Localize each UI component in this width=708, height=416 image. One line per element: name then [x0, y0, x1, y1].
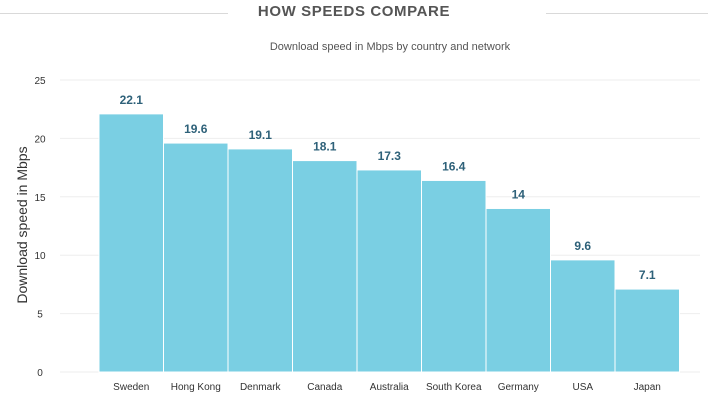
bar-value-label: 7.1: [639, 268, 656, 282]
bar-value-label: 17.3: [378, 149, 402, 163]
bar-hong-kong: [163, 142, 229, 373]
x-tick-label: Sweden: [113, 382, 149, 393]
chart-subtitle: Download speed in Mbps by country and ne…: [269, 41, 511, 53]
y-tick-label: 5: [37, 310, 43, 321]
bar-value-label: 16.4: [442, 159, 466, 173]
bar-japan: [614, 288, 680, 373]
y-tick-label: 10: [34, 251, 46, 262]
bar-value-label: 14: [512, 187, 526, 201]
bar-value-label: 22.1: [120, 93, 144, 107]
chart-title: HOW SPEEDS COMPARE: [257, 3, 451, 20]
bar-value-label: 19.6: [184, 122, 208, 136]
bar-usa: [550, 259, 616, 373]
bar-value-label: 18.1: [313, 140, 337, 154]
bar-germany: [485, 207, 551, 373]
bar-sweden: [98, 113, 164, 373]
x-tick-label: USA: [572, 382, 593, 393]
y-tick-label: 25: [34, 76, 46, 87]
bar-denmark: [227, 148, 293, 373]
x-tick-label: Canada: [307, 382, 342, 393]
title-rule-right: [546, 13, 708, 14]
x-tick-label: Japan: [634, 382, 661, 393]
x-tick-label: South Korea: [426, 382, 482, 393]
y-tick-label: 20: [34, 134, 46, 145]
x-tick-label: Hong Kong: [171, 382, 221, 393]
y-tick-label: 15: [34, 193, 46, 204]
x-tick-label: Germany: [498, 382, 539, 393]
x-tick-label: Australia: [370, 382, 409, 393]
x-tick-label: Denmark: [240, 382, 282, 393]
title-rule-left: [0, 13, 228, 14]
bar-australia: [356, 169, 422, 373]
bar-value-label: 9.6: [574, 239, 591, 253]
bar-south-korea: [421, 179, 487, 373]
bar-canada: [292, 160, 358, 373]
y-tick-label: 0: [37, 368, 43, 379]
bar-value-label: 19.1: [249, 128, 273, 142]
